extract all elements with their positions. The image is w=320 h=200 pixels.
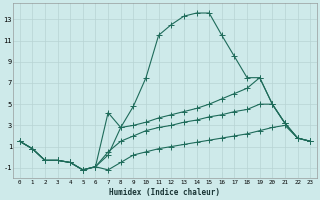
X-axis label: Humidex (Indice chaleur): Humidex (Indice chaleur): [109, 188, 220, 197]
